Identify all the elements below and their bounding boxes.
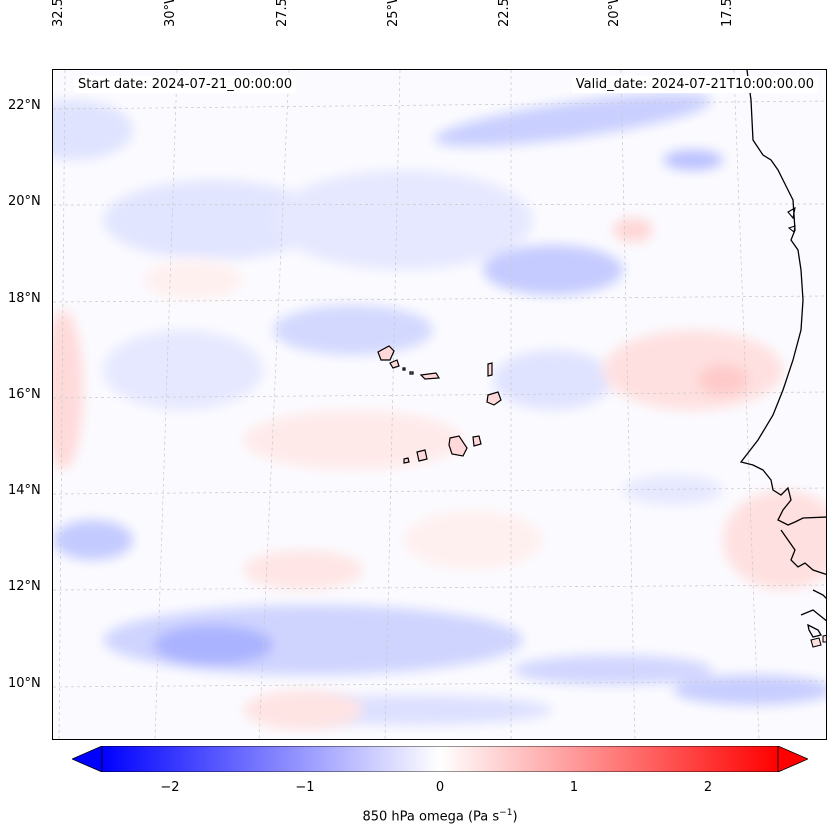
lon-label-25w: 25°W: [386, 0, 401, 27]
colorbar-label-exponent: −1: [499, 808, 513, 818]
lat-label-14n: 14°N: [8, 483, 41, 498]
lon-label-30w: 30°W: [163, 0, 178, 27]
colorbar-tick-minus2: −2: [160, 780, 180, 795]
colorbar-label: 850 hPa omega (Pa s−1): [0, 808, 837, 824]
colorbar-max-extend: [777, 746, 808, 772]
colorbar-tick-minus1: −1: [295, 780, 315, 795]
positive-omega-patches: [53, 218, 826, 730]
colorbar-tick-1: 1: [569, 780, 579, 795]
valid-date-label: Valid_date: 2024-07-21T10:00:00.00: [571, 76, 818, 93]
colorbar-gradient: [101, 746, 779, 772]
lat-label-12n: 12°N: [8, 579, 41, 594]
lat-label-20n: 20°N: [8, 194, 41, 209]
colorbar: [72, 746, 808, 772]
lon-label-20w: 20°W: [607, 0, 622, 27]
bissagos-islands: [810, 634, 826, 648]
cape-verde-islands: [377, 345, 502, 464]
colorbar-tick-0: 0: [435, 780, 445, 795]
lon-label-32-5w: 32.5°W: [51, 0, 66, 27]
lat-label-18n: 18°N: [8, 291, 41, 306]
lat-label-10n: 10°N: [8, 676, 41, 691]
start-date-label: Start date: 2024-07-21_00:00:00: [74, 76, 297, 93]
african-coastline: [739, 70, 826, 638]
lat-label-16n: 16°N: [8, 387, 41, 402]
colorbar-tick-2: 2: [703, 780, 713, 795]
negative-omega-patches: [53, 93, 826, 725]
coast-detail-north: [787, 206, 796, 234]
colorbar-min-extend: [72, 746, 103, 772]
gridlines: [53, 70, 826, 739]
map-panel: [52, 69, 827, 740]
lon-label-17-5w: 17.5°W: [720, 0, 735, 27]
colorbar-label-main: 850 hPa omega (Pa s: [362, 809, 500, 825]
lon-label-27-5w: 27.5°W: [275, 0, 290, 27]
colorbar-label-end: ): [512, 809, 518, 825]
omega-field-map: [53, 70, 826, 739]
lat-label-22n: 22°N: [8, 98, 41, 113]
lon-label-22-5w: 22.5°W: [497, 0, 512, 27]
